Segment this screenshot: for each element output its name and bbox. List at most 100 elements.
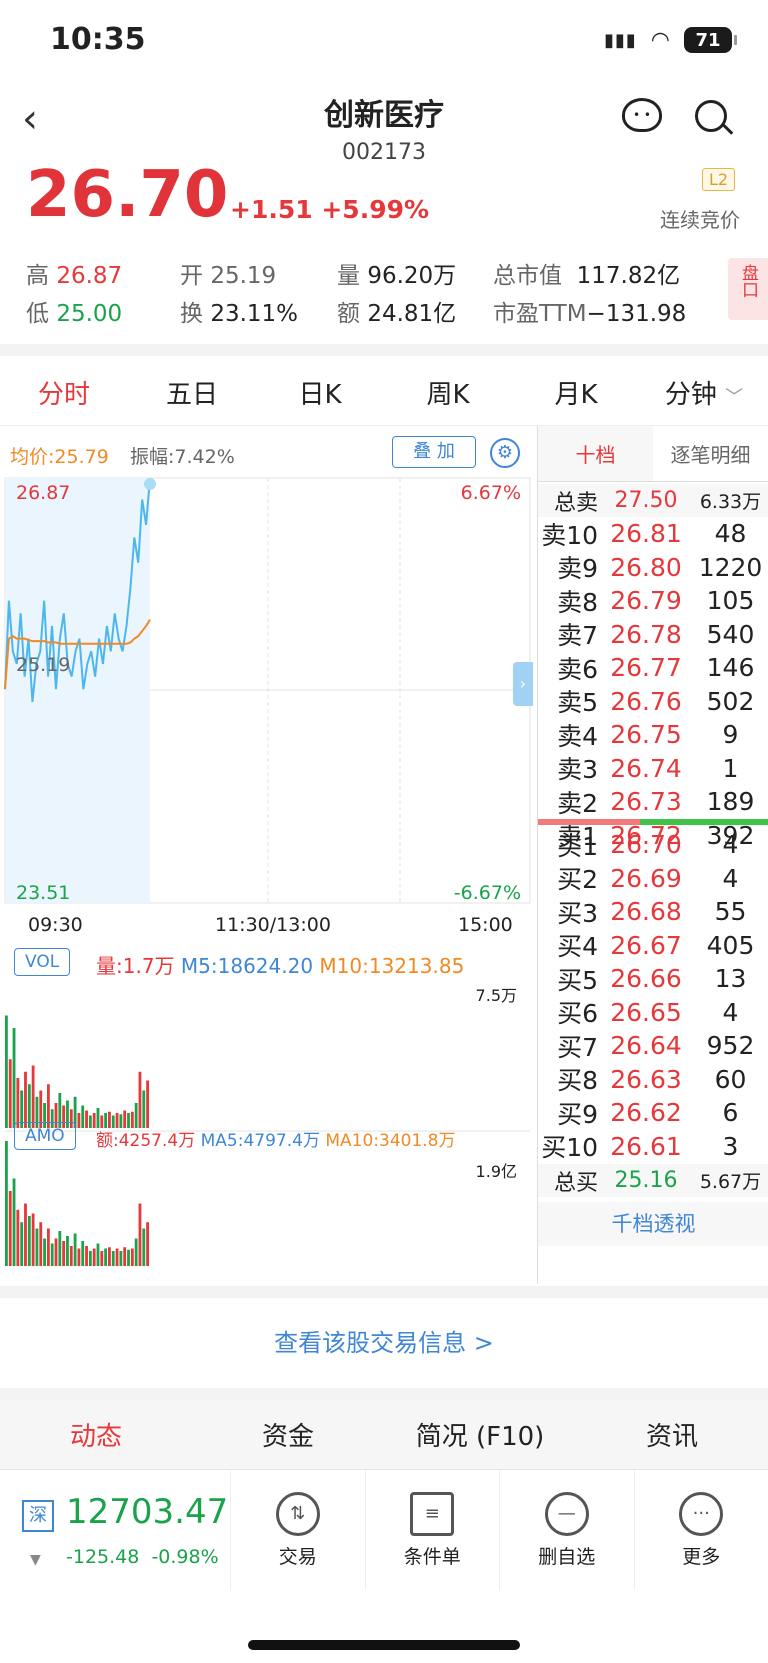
stat-open-value: 25.19 bbox=[210, 263, 277, 289]
amount-bar bbox=[12, 1178, 16, 1266]
ask-volume: 502 bbox=[706, 686, 755, 716]
bid-volume: 55 bbox=[714, 897, 747, 926]
ask-volume: 1220 bbox=[698, 552, 763, 582]
ask-row[interactable]: 卖3 26.74 1 bbox=[538, 752, 768, 785]
ask-level: 卖4 bbox=[557, 721, 598, 751]
vol-m5: M5:18624.20 bbox=[180, 954, 314, 978]
tab-info[interactable]: 资讯 bbox=[645, 1422, 698, 1452]
tab-profile[interactable]: 简况 (F10) bbox=[415, 1422, 545, 1452]
conditional-order-button[interactable]: ≡ 条件单 bbox=[364, 1470, 500, 1590]
remove-watchlist-button[interactable]: — 删自选 bbox=[499, 1470, 634, 1590]
ask-row[interactable]: 卖10 26.81 48 bbox=[538, 517, 768, 550]
bid-volume: 952 bbox=[706, 1031, 755, 1060]
tab-five-day[interactable]: 五日 bbox=[165, 380, 218, 410]
ask-price: 26.80 bbox=[610, 552, 682, 582]
vol-tag-button[interactable]: VOL bbox=[14, 948, 71, 976]
ask-level: 卖5 bbox=[557, 688, 598, 717]
total-buy-price: 25.16 bbox=[614, 1168, 678, 1193]
trade-button[interactable]: ⇅ 交易 bbox=[230, 1470, 365, 1590]
bid-volume: 4 bbox=[722, 830, 739, 859]
tab-weekly-k[interactable]: 周K bbox=[426, 380, 470, 410]
pankou-button[interactable]: 盘口 bbox=[728, 258, 768, 320]
ask-row[interactable]: 卖7 26.78 540 bbox=[538, 618, 768, 651]
bid-row[interactable]: 买9 26.62 6 bbox=[538, 1096, 768, 1129]
mascot-icon[interactable]: • • bbox=[622, 98, 662, 132]
bid-row[interactable]: 买3 26.68 55 bbox=[538, 895, 768, 928]
bid-price: 26.64 bbox=[610, 1031, 682, 1060]
volume-bar bbox=[31, 1065, 35, 1128]
bid-row[interactable]: 买1 26.70 4 bbox=[538, 828, 768, 861]
time-label-open: 09:30 bbox=[28, 914, 83, 936]
back-button[interactable]: ‹ bbox=[22, 96, 38, 142]
bid-row[interactable]: 买10 26.61 3 bbox=[538, 1130, 768, 1163]
tab-daily-k[interactable]: 日K bbox=[298, 380, 342, 410]
stat-open: 开 25.19 bbox=[180, 256, 276, 290]
trade-label: 交易 bbox=[278, 1545, 317, 1568]
ask-row[interactable]: 卖9 26.80 1220 bbox=[538, 551, 768, 584]
auction-status: 连续竞价 bbox=[660, 208, 740, 232]
ask-volume: 105 bbox=[706, 586, 755, 615]
amount-bar bbox=[5, 1141, 8, 1266]
search-icon[interactable] bbox=[695, 100, 727, 132]
signal-icon: ▮▮▮ bbox=[604, 29, 637, 51]
ask-row[interactable]: 卖1 26.72 392 bbox=[538, 819, 768, 852]
tab-monthly-k[interactable]: 月K bbox=[554, 380, 598, 410]
volume-bar bbox=[130, 1111, 134, 1128]
remove-watchlist-label: 删自选 bbox=[538, 1545, 596, 1568]
amount-bar bbox=[123, 1247, 127, 1266]
volume-bar bbox=[100, 1115, 104, 1128]
ask-price: 26.79 bbox=[610, 586, 682, 615]
ask-volume: 146 bbox=[706, 653, 755, 682]
l2-badge[interactable]: L2 bbox=[702, 168, 736, 191]
volume-bar bbox=[88, 1115, 92, 1128]
stat-amount-value: 24.81亿 bbox=[367, 301, 457, 327]
tab-ten-level[interactable]: 十档 bbox=[538, 426, 653, 481]
bid-row[interactable]: 买8 26.63 60 bbox=[538, 1063, 768, 1096]
bid-row[interactable]: 买7 26.64 952 bbox=[538, 1029, 768, 1062]
elapsed-area bbox=[5, 478, 150, 903]
amount-bar bbox=[108, 1247, 111, 1266]
bid-level: 买3 bbox=[557, 898, 598, 928]
volume-bar bbox=[39, 1090, 43, 1128]
ask-price: 26.74 bbox=[610, 753, 682, 783]
more-button[interactable]: ··· 更多 bbox=[633, 1470, 768, 1590]
volume-bar bbox=[85, 1110, 88, 1128]
overlay-button[interactable]: 叠 加 bbox=[392, 436, 476, 468]
volume-bar bbox=[50, 1109, 54, 1128]
bid-row[interactable]: 买2 26.69 4 bbox=[538, 862, 768, 895]
stat-turnover-label: 换 bbox=[180, 301, 203, 327]
ask-row[interactable]: 卖8 26.79 105 bbox=[538, 584, 768, 617]
amo-tag-button[interactable]: AMO bbox=[14, 1122, 76, 1150]
tab-minute[interactable]: 分钟 ﹀ bbox=[640, 374, 768, 411]
bid-row[interactable]: 买5 26.66 13 bbox=[538, 962, 768, 995]
index-widget[interactable]: 深 12703.47 ▼ -125.48 -0.98% bbox=[0, 1470, 230, 1590]
settings-gear-icon[interactable]: ⚙ bbox=[490, 438, 520, 468]
bid-volume: 13 bbox=[714, 964, 747, 993]
ask-row[interactable]: 卖6 26.77 146 bbox=[538, 651, 768, 684]
stat-amount-label: 额 bbox=[337, 301, 360, 327]
expand-handle-icon[interactable]: › bbox=[513, 662, 533, 706]
ask-row[interactable]: 卖2 26.73 189 bbox=[538, 785, 768, 818]
ask-price: 26.81 bbox=[610, 519, 682, 548]
order-book: 十档 逐笔明细 总卖 27.50 6.33万 卖10 26.81 48 卖9 26.80… bbox=[537, 426, 768, 1284]
tab-tick-detail[interactable]: 逐笔明细 bbox=[670, 443, 751, 467]
depth-view-link[interactable]: 千档透视 bbox=[538, 1202, 768, 1246]
bottom-tabs: 动态 资金 简况 (F10) 资讯 bbox=[0, 1400, 768, 1470]
bid-row[interactable]: 买4 26.67 405 bbox=[538, 929, 768, 962]
amount-bar bbox=[138, 1203, 142, 1266]
vol-max-label: 7.5万 bbox=[475, 986, 517, 1005]
amo-max-label: 1.9亿 bbox=[475, 1162, 517, 1181]
trade-info-link[interactable]: 查看该股交易信息 > bbox=[0, 1298, 768, 1388]
ask-row[interactable]: 卖5 26.76 502 bbox=[538, 685, 768, 718]
ask-row[interactable]: 卖4 26.75 9 bbox=[538, 718, 768, 751]
tab-funds[interactable]: 资金 bbox=[261, 1422, 314, 1452]
order-book-tabs: 十档 逐笔明细 bbox=[538, 426, 768, 482]
amount-bar bbox=[134, 1238, 138, 1266]
ask-level: 卖1 bbox=[557, 822, 598, 851]
amount-bars bbox=[5, 1141, 149, 1266]
tab-intraday[interactable]: 分时 bbox=[37, 380, 90, 410]
tab-news-feed[interactable]: 动态 bbox=[69, 1422, 122, 1452]
ask-volume: 540 bbox=[706, 619, 755, 649]
bid-row[interactable]: 买6 26.65 4 bbox=[538, 996, 768, 1029]
bid-level: 买2 bbox=[557, 865, 598, 894]
